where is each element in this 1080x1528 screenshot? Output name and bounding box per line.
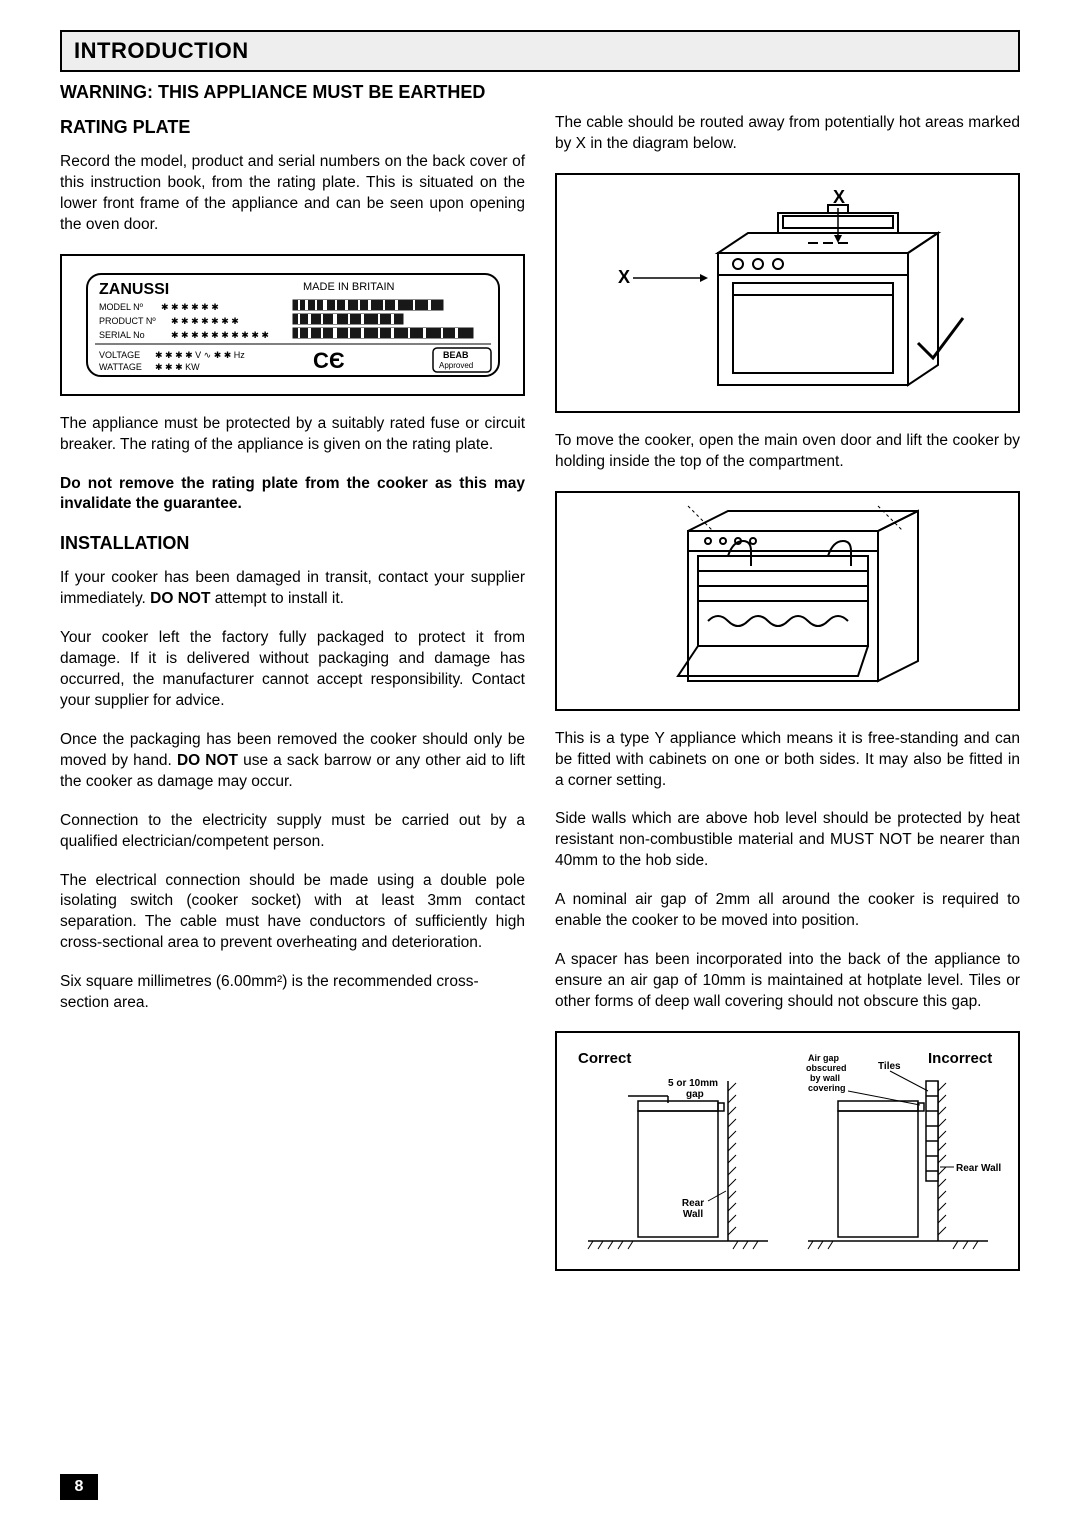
- svg-text:✱ ✱ ✱ KW: ✱ ✱ ✱ KW: [155, 362, 200, 372]
- svg-text:✱ ✱ ✱ ✱ ✱ ✱ ✱: ✱ ✱ ✱ ✱ ✱ ✱ ✱: [171, 316, 239, 326]
- rating-plate-figure: ZANUSSI MADE IN BRITAIN MODEL Nº ✱ ✱ ✱ ✱…: [60, 254, 525, 396]
- svg-text:Wall: Wall: [682, 1209, 702, 1220]
- rating-plate-heading: RATING PLATE: [60, 117, 525, 138]
- svg-text:Correct: Correct: [578, 1050, 631, 1067]
- svg-text:5 or 10mm: 5 or 10mm: [668, 1078, 718, 1089]
- svg-text:Approved: Approved: [439, 361, 473, 370]
- transit-text-2: attempt to install it.: [210, 590, 344, 607]
- packaging-para: Your cooker left the factory fully packa…: [60, 628, 525, 712]
- transit-donot: DO NOT: [150, 590, 210, 607]
- svg-text:Є: Є: [329, 348, 345, 373]
- transit-para: If your cooker has been damaged in trans…: [60, 568, 525, 610]
- rating-plate-para: Record the model, product and serial num…: [60, 152, 525, 236]
- svg-text:by wall: by wall: [810, 1073, 840, 1083]
- move-donot: DO NOT: [177, 752, 238, 769]
- airgap-para: A nominal air gap of 2mm all around the …: [555, 890, 1020, 932]
- section-title: INTRODUCTION: [74, 38, 1006, 64]
- section-banner: INTRODUCTION: [60, 30, 1020, 72]
- no-remove-para: Do not remove the rating plate from the …: [60, 474, 525, 516]
- svg-text:MODEL Nº: MODEL Nº: [99, 302, 144, 312]
- connection-para: The electrical connection should be made…: [60, 871, 525, 955]
- svg-text:BEAB: BEAB: [443, 350, 469, 360]
- left-column: RATING PLATE Record the model, product a…: [60, 113, 525, 1289]
- svg-text:Incorrect: Incorrect: [928, 1050, 992, 1067]
- right-column: The cable should be routed away from pot…: [555, 113, 1020, 1289]
- installation-heading: INSTALLATION: [60, 533, 525, 554]
- correct-incorrect-svg: Correct Incorrect: [568, 1041, 1008, 1261]
- svg-text:Rear: Rear: [681, 1198, 703, 1209]
- six-mm-para: Six square millimetres (6.00mm²) is the …: [60, 972, 525, 1014]
- sidewalls-para: Side walls which are above hob level sho…: [555, 809, 1020, 872]
- cable-para: The cable should be routed away from pot…: [555, 113, 1020, 155]
- type-y-para: This is a type Y appliance which means i…: [555, 729, 1020, 792]
- electricity-para: Connection to the electricity supply mus…: [60, 811, 525, 853]
- cooker-x-figure: X X: [555, 173, 1020, 413]
- two-column-layout: RATING PLATE Record the model, product a…: [60, 113, 1020, 1289]
- svg-text:PRODUCT Nº: PRODUCT Nº: [99, 316, 156, 326]
- svg-text:MADE IN BRITAIN: MADE IN BRITAIN: [303, 281, 395, 293]
- move-para: Once the packaging has been removed the …: [60, 730, 525, 793]
- rating-plate-svg: ZANUSSI MADE IN BRITAIN MODEL Nº ✱ ✱ ✱ ✱…: [83, 270, 503, 380]
- svg-text:Tiles: Tiles: [878, 1061, 901, 1072]
- warning-line: WARNING: THIS APPLIANCE MUST BE EARTHED: [60, 82, 1020, 103]
- cooker-x-svg: X X: [578, 183, 998, 403]
- svg-text:obscured: obscured: [806, 1063, 847, 1073]
- svg-text:VOLTAGE: VOLTAGE: [99, 350, 140, 360]
- correct-incorrect-figure: Correct Incorrect: [555, 1031, 1020, 1271]
- svg-text:X: X: [618, 267, 630, 287]
- svg-text:WATTAGE: WATTAGE: [99, 362, 142, 372]
- svg-text:✱ ✱ ✱ ✱ ✱ ✱: ✱ ✱ ✱ ✱ ✱ ✱: [161, 302, 219, 312]
- svg-text:covering: covering: [808, 1083, 846, 1093]
- spacer-para: A spacer has been incorporated into the …: [555, 950, 1020, 1013]
- fuse-para: The appliance must be protected by a sui…: [60, 414, 525, 456]
- svg-text:gap: gap: [686, 1089, 704, 1100]
- lift-cooker-figure: [555, 491, 1020, 711]
- svg-text:ZANUSSI: ZANUSSI: [99, 281, 169, 298]
- svg-text:SERIAL No: SERIAL No: [99, 330, 145, 340]
- svg-text:C: C: [313, 348, 329, 373]
- page-number: 8: [60, 1474, 98, 1500]
- move-cooker-para: To move the cooker, open the main oven d…: [555, 431, 1020, 473]
- lift-cooker-svg: [578, 501, 998, 701]
- svg-text:Air gap: Air gap: [808, 1053, 840, 1063]
- svg-text:✱ ✱ ✱ ✱ V ∿ ✱ ✱ Hz: ✱ ✱ ✱ ✱ V ∿ ✱ ✱ Hz: [155, 350, 245, 360]
- svg-text:Rear Wall: Rear Wall: [956, 1163, 1001, 1174]
- svg-text:✱ ✱ ✱ ✱ ✱ ✱ ✱ ✱ ✱ ✱: ✱ ✱ ✱ ✱ ✱ ✱ ✱ ✱ ✱ ✱: [171, 330, 269, 340]
